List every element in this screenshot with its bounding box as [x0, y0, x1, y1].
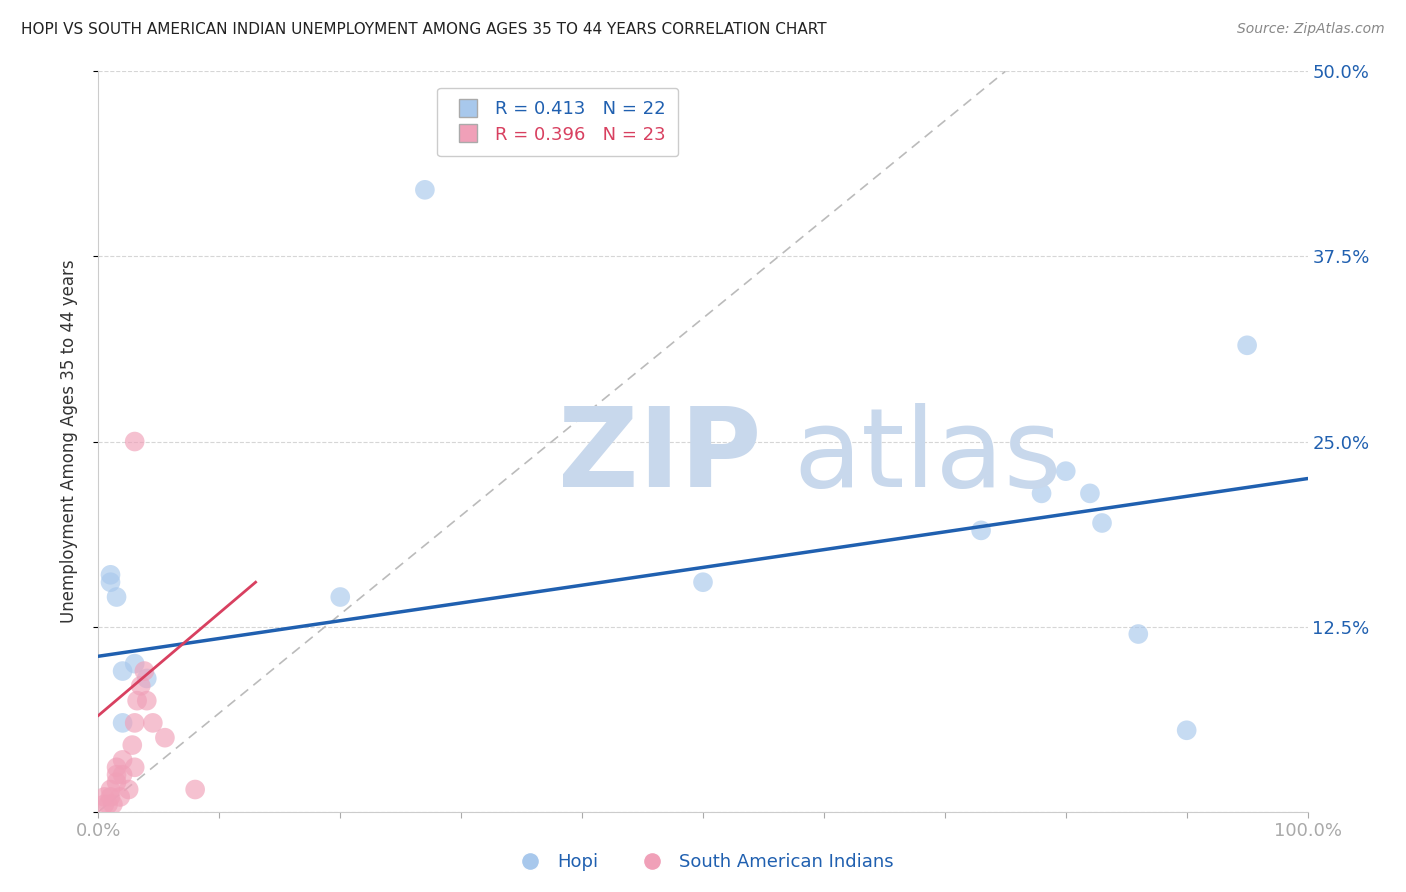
Point	[121, 738, 143, 752]
Text: atlas: atlas	[793, 403, 1062, 510]
Point	[1078, 486, 1101, 500]
Point	[111, 753, 134, 767]
Point	[127, 694, 149, 708]
Point	[118, 782, 141, 797]
Point	[142, 715, 165, 730]
Point	[1031, 486, 1053, 500]
Point	[93, 797, 115, 812]
Point	[135, 672, 157, 686]
Point	[970, 524, 993, 538]
Point	[124, 715, 146, 730]
Point	[93, 789, 115, 804]
Text: ZIP: ZIP	[558, 403, 761, 510]
Point	[105, 775, 128, 789]
Legend: Hopi, South American Indians: Hopi, South American Indians	[505, 847, 901, 879]
Point	[124, 657, 146, 671]
Point	[100, 567, 122, 582]
Point	[184, 782, 207, 797]
Y-axis label: Unemployment Among Ages 35 to 44 years: Unemployment Among Ages 35 to 44 years	[59, 260, 77, 624]
Point	[692, 575, 714, 590]
Point	[153, 731, 176, 745]
Point	[97, 797, 120, 812]
Point	[329, 590, 352, 604]
Point	[111, 664, 134, 678]
Point	[124, 760, 146, 774]
Point	[129, 679, 152, 693]
Point	[101, 797, 124, 812]
Point	[1128, 627, 1150, 641]
Point	[1175, 723, 1198, 738]
Legend: R = 0.413   N = 22, R = 0.396   N = 23: R = 0.413 N = 22, R = 0.396 N = 23	[437, 87, 679, 156]
Point	[134, 664, 156, 678]
Point	[1091, 516, 1114, 530]
Point	[1054, 464, 1077, 478]
Point	[100, 575, 122, 590]
Point	[105, 760, 128, 774]
Text: Source: ZipAtlas.com: Source: ZipAtlas.com	[1237, 22, 1385, 37]
Text: HOPI VS SOUTH AMERICAN INDIAN UNEMPLOYMENT AMONG AGES 35 TO 44 YEARS CORRELATION: HOPI VS SOUTH AMERICAN INDIAN UNEMPLOYME…	[21, 22, 827, 37]
Point	[111, 767, 134, 781]
Point	[1236, 338, 1258, 352]
Point	[108, 789, 131, 804]
Point	[100, 782, 122, 797]
Point	[111, 715, 134, 730]
Point	[124, 434, 146, 449]
Point	[100, 789, 122, 804]
Point	[105, 590, 128, 604]
Point	[135, 694, 157, 708]
Point	[413, 183, 436, 197]
Point	[105, 767, 128, 781]
